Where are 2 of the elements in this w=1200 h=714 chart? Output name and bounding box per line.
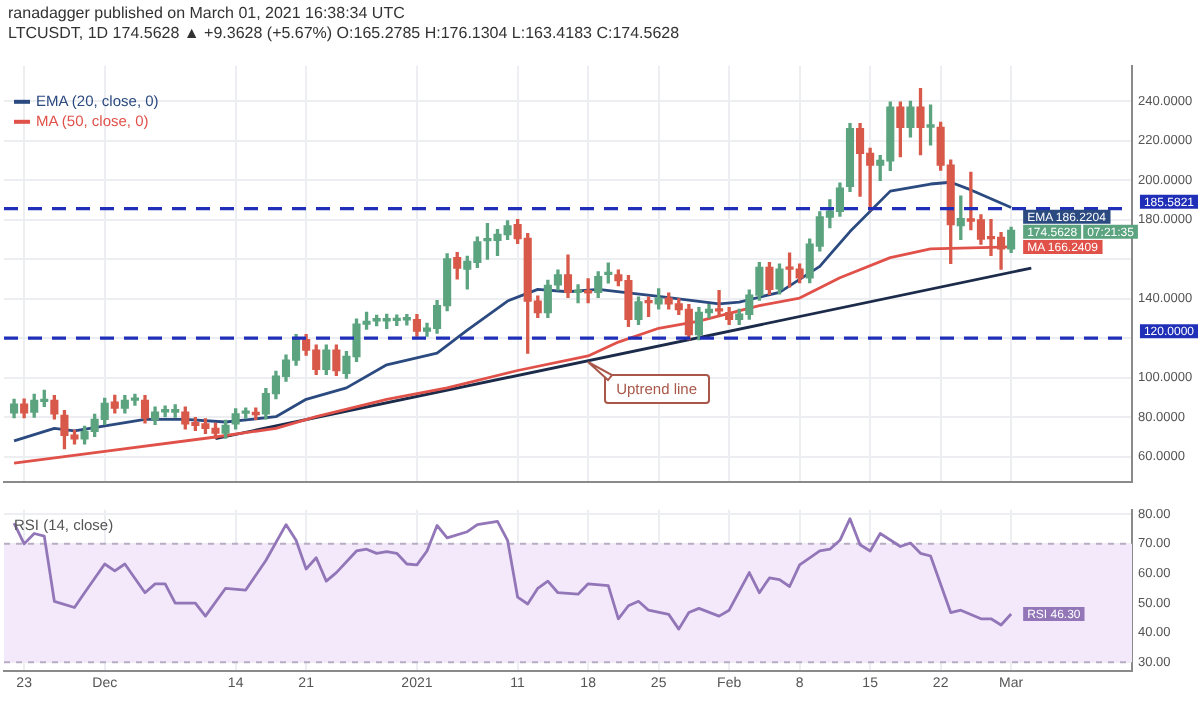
chart-subtitle: LTCUSDT, 1D 174.5628 ▲ +9.3628 (+5.67%) O:165.2785 H:176.1304 L:163.4183 C:174.5628	[8, 24, 682, 44]
chart-title: ranadagger published on March 01, 2021 16:38:34 UTC	[8, 4, 407, 24]
